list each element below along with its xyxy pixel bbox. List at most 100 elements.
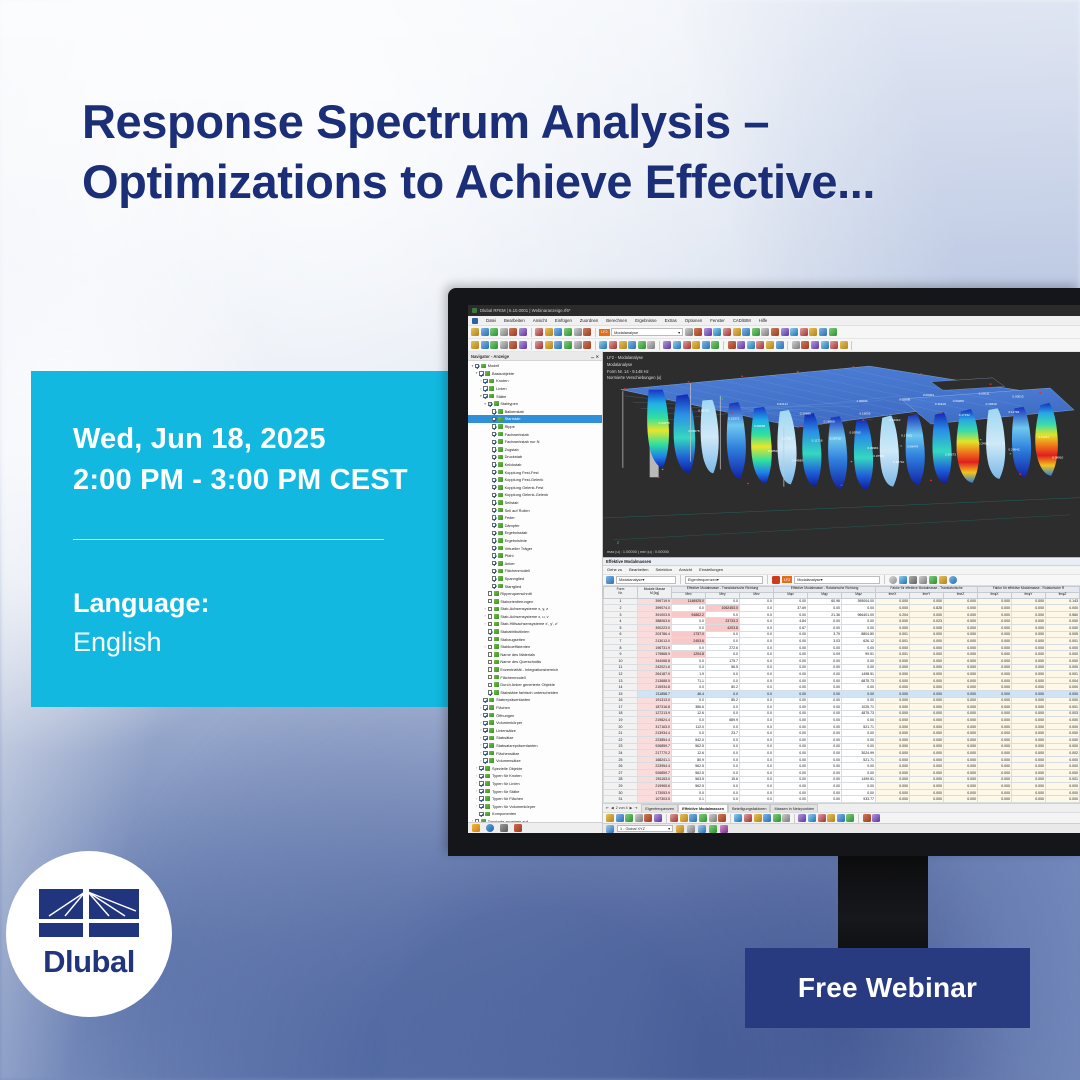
navigator-item-feder[interactable]: Feder <box>468 514 602 522</box>
toolbar-button-17[interactable] <box>753 814 762 822</box>
navigator-item-fl-chen[interactable]: › Flächen <box>468 704 602 712</box>
table-cell[interactable]: 0.000 <box>909 769 944 777</box>
toolbar-button-24[interactable] <box>817 814 826 822</box>
settings-icon[interactable] <box>939 575 948 584</box>
toolbar-button-3[interactable] <box>625 814 634 822</box>
navigator-item-checkbox[interactable] <box>487 614 492 619</box>
navigator-item-checkbox[interactable] <box>491 561 497 566</box>
navigator-item-typen-f-r-volumenk-rper[interactable]: › Typen für Volumenkörper <box>468 802 602 810</box>
navigator-item-checkbox[interactable] <box>479 811 484 817</box>
table-cell[interactable]: 0.0 <box>671 696 706 705</box>
table-cell[interactable]: 0.0 <box>671 643 706 652</box>
navigator-item-ffnungen[interactable]: › Öffnungen <box>468 711 602 719</box>
table-cell[interactable]: 0.000 <box>909 676 944 685</box>
table-cell[interactable]: 1062453.0 <box>705 604 740 612</box>
grid-icon[interactable] <box>687 824 695 833</box>
table-cell[interactable]: 0.000 <box>1045 762 1080 771</box>
table-cell[interactable]: 0.00 <box>807 775 842 784</box>
menu-item-extras[interactable]: Extras <box>664 318 677 323</box>
table-cell[interactable]: 0.00 <box>841 696 876 705</box>
toolbar-secondary[interactable] <box>468 339 1080 352</box>
toolbar-button-4[interactable] <box>499 328 508 336</box>
toolbar-button-37[interactable] <box>801 341 810 349</box>
toolbar-button-ext-2[interactable] <box>694 328 703 336</box>
table-cell[interactable]: 0.000 <box>1045 689 1080 698</box>
table-cell[interactable]: 0.00 <box>773 637 808 645</box>
table-cell[interactable]: 0.00 <box>841 617 876 625</box>
table-row[interactable]: 13 213688.5 71.1 0.0 0.0 0.00 0.00 6875.73 0.000… <box>603 676 1080 685</box>
table-cell[interactable]: 4.84 <box>773 617 808 625</box>
table-cell[interactable]: 60.96 <box>807 597 842 606</box>
table-cell[interactable]: 0.0 <box>705 782 740 790</box>
table-cell[interactable]: 6 <box>603 630 638 639</box>
table-cell[interactable]: 0.000 <box>977 696 1012 705</box>
table-cell[interactable]: 0.00 <box>807 742 842 751</box>
navigator-item-checkbox[interactable] <box>479 788 484 794</box>
navigator-item-stabtypen[interactable]: ▾ Stabtypen <box>468 400 602 408</box>
table-cell[interactable]: 0.204 <box>875 610 910 619</box>
table-cell[interactable]: 0.00 <box>773 683 808 691</box>
menu-item-hilfe[interactable]: Hilfe <box>758 318 768 323</box>
toolbar-button-22[interactable] <box>663 341 672 349</box>
table-cell[interactable]: 0.000 <box>875 709 910 718</box>
table-row[interactable]: 2 399074.0 0.0 1062453.0 0.0 37.69 0.00 0.00 0.0… <box>603 604 1080 612</box>
table-cell[interactable]: 191313.0 <box>637 696 672 705</box>
table-cell[interactable]: 0.0 <box>739 676 774 685</box>
toolbar-button-ext-8[interactable] <box>751 328 760 336</box>
table-cell[interactable]: 0.000 <box>909 696 944 705</box>
table-cell[interactable]: 0.00 <box>841 623 876 632</box>
table-cell[interactable]: 0.00 <box>773 742 808 751</box>
snap-icon[interactable] <box>676 824 684 833</box>
table-cell[interactable]: 12.6 <box>671 709 706 718</box>
table-cell[interactable]: 0.000 <box>875 749 910 757</box>
navigator-item-checkbox[interactable] <box>491 439 497 444</box>
table-row[interactable]: 18 127213.9 12.6 0.0 0.0 0.00 0.00 4875.73 0.000… <box>603 709 1080 718</box>
table-cell[interactable]: 0.000 <box>875 722 910 731</box>
toolbar-button-6[interactable] <box>653 814 662 822</box>
toolbar-button-8[interactable] <box>670 814 679 822</box>
navigator-item-stabst-be-farbisch-unterscheiden[interactable]: Stabstäbe farbisch unterscheiden <box>468 689 602 697</box>
table-row[interactable]: 30 173053.9 0.0 0.0 0.0 0.00 0.00 0.00 0.000 0.00… <box>603 788 1080 797</box>
table-cell[interactable]: 0.0 <box>705 736 740 744</box>
toolbar-button-4[interactable] <box>634 814 643 822</box>
table-cell[interactable]: 0.00 <box>807 656 842 665</box>
toolbar-button-ext-16[interactable] <box>828 328 837 336</box>
table-cell[interactable]: 0.005 <box>1045 630 1080 639</box>
table-row[interactable]: 31 107303.5 0.1 0.0 0.0 0.00 0.00 933.77 0.000 0.… <box>603 795 1080 803</box>
table-cell[interactable]: 0.0 <box>739 656 774 665</box>
table-cell[interactable]: 0.09 <box>807 650 842 658</box>
navigator-item-checkbox[interactable] <box>491 431 497 437</box>
table-cell[interactable]: 0.0 <box>739 637 774 645</box>
toolbar-button-38[interactable] <box>810 341 819 349</box>
toolbar-button-ext-14[interactable] <box>809 328 818 336</box>
table-cell[interactable]: 0.0 <box>705 749 740 757</box>
toolbar-loadcase-badge[interactable]: LF2 <box>599 328 610 336</box>
table-cell[interactable]: 388063.6 <box>637 617 672 625</box>
navigator-item-stabs-tze[interactable]: › Stabsätze <box>468 734 602 742</box>
table-cell[interactable]: 0.005 <box>909 623 944 632</box>
navigator-item-checkbox[interactable] <box>475 819 480 822</box>
navigator-item-balkenstab[interactable]: Balkenstab <box>468 408 602 416</box>
toolbar-button-ext-7[interactable] <box>742 328 751 336</box>
navigator-item-staborientierungen[interactable]: Staborientierungen <box>468 597 602 605</box>
table-cell[interactable]: 0.000 <box>1011 696 1046 705</box>
table-cell[interactable]: 211858.7 <box>637 689 672 698</box>
table-cell[interactable]: 10 <box>603 656 638 665</box>
table-cell[interactable]: 0.0 <box>705 610 740 619</box>
toolbar-button-4[interactable] <box>499 341 508 349</box>
table-cell[interactable]: 0.000 <box>943 689 978 698</box>
table-cell[interactable]: 1025.71 <box>841 703 876 711</box>
navigator-item-checkbox[interactable] <box>487 682 492 687</box>
table-cell[interactable]: 0.000 <box>943 630 978 639</box>
table-cell[interactable]: 0.000 <box>909 689 944 698</box>
table-cell[interactable]: 0.00 <box>773 610 808 619</box>
coordinate-system-combo[interactable]: 1 - Global XYZ ▾ <box>617 824 673 833</box>
table-cell[interactable]: 0.00 <box>773 782 808 790</box>
table-cell[interactable]: 0.000 <box>875 597 910 606</box>
table-row[interactable]: 9 179868.9 1204.8 0.0 0.0 0.00 0.09 99.51 0.001 0… <box>603 650 1080 658</box>
table-cell[interactable]: 0.0 <box>739 683 774 691</box>
table-cell[interactable]: 0.00 <box>841 656 876 665</box>
table-cell[interactable]: 542.0 <box>671 736 706 744</box>
table-cell[interactable]: 0.00 <box>773 597 808 606</box>
table-cell[interactable]: 0.0 <box>739 604 774 612</box>
